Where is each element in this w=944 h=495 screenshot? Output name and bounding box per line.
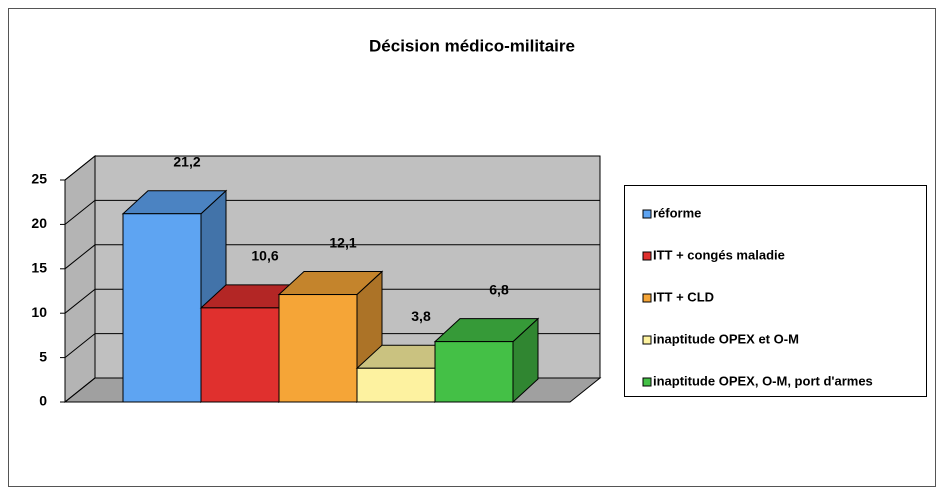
legend-swatch <box>642 377 652 387</box>
legend-label: ITT + CLD <box>653 289 714 304</box>
y-tick-label: 25 <box>31 171 47 187</box>
y-tick-label: 15 <box>31 260 47 276</box>
bar <box>278 294 358 403</box>
value-label: 10,6 <box>251 248 278 264</box>
bar <box>122 213 202 403</box>
legend-label: inaptitude OPEX et O-M <box>653 331 799 346</box>
legend-box <box>624 185 927 397</box>
chart-title: Décision médico-militaire <box>369 36 575 55</box>
grid-line <box>64 244 600 270</box>
grid-line <box>64 333 600 358</box>
legend-swatch <box>642 335 652 345</box>
value-label: 12,1 <box>329 234 356 250</box>
grid-line <box>64 155 600 181</box>
legend-swatch <box>642 209 652 219</box>
bar <box>200 307 280 403</box>
value-label: 6,8 <box>489 281 509 297</box>
y-tick-label: 0 <box>39 393 47 409</box>
y-tick-label: 20 <box>31 215 47 231</box>
side-wall <box>64 154 96 404</box>
bar <box>434 341 514 403</box>
grid-line <box>64 288 600 314</box>
legend-swatch <box>642 251 652 261</box>
value-label: 21,2 <box>173 153 200 169</box>
legend-label: inaptitude OPEX, O-M, port d'armes <box>653 373 873 388</box>
y-tick-label: 10 <box>31 304 47 320</box>
legend-label: réforme <box>653 205 701 220</box>
value-label: 3,8 <box>411 308 431 324</box>
legend-label: ITT + congés maladie <box>653 247 785 262</box>
bar <box>356 367 436 403</box>
legend-swatch <box>642 293 652 303</box>
y-tick-label: 5 <box>39 348 47 364</box>
grid-line <box>64 199 600 225</box>
